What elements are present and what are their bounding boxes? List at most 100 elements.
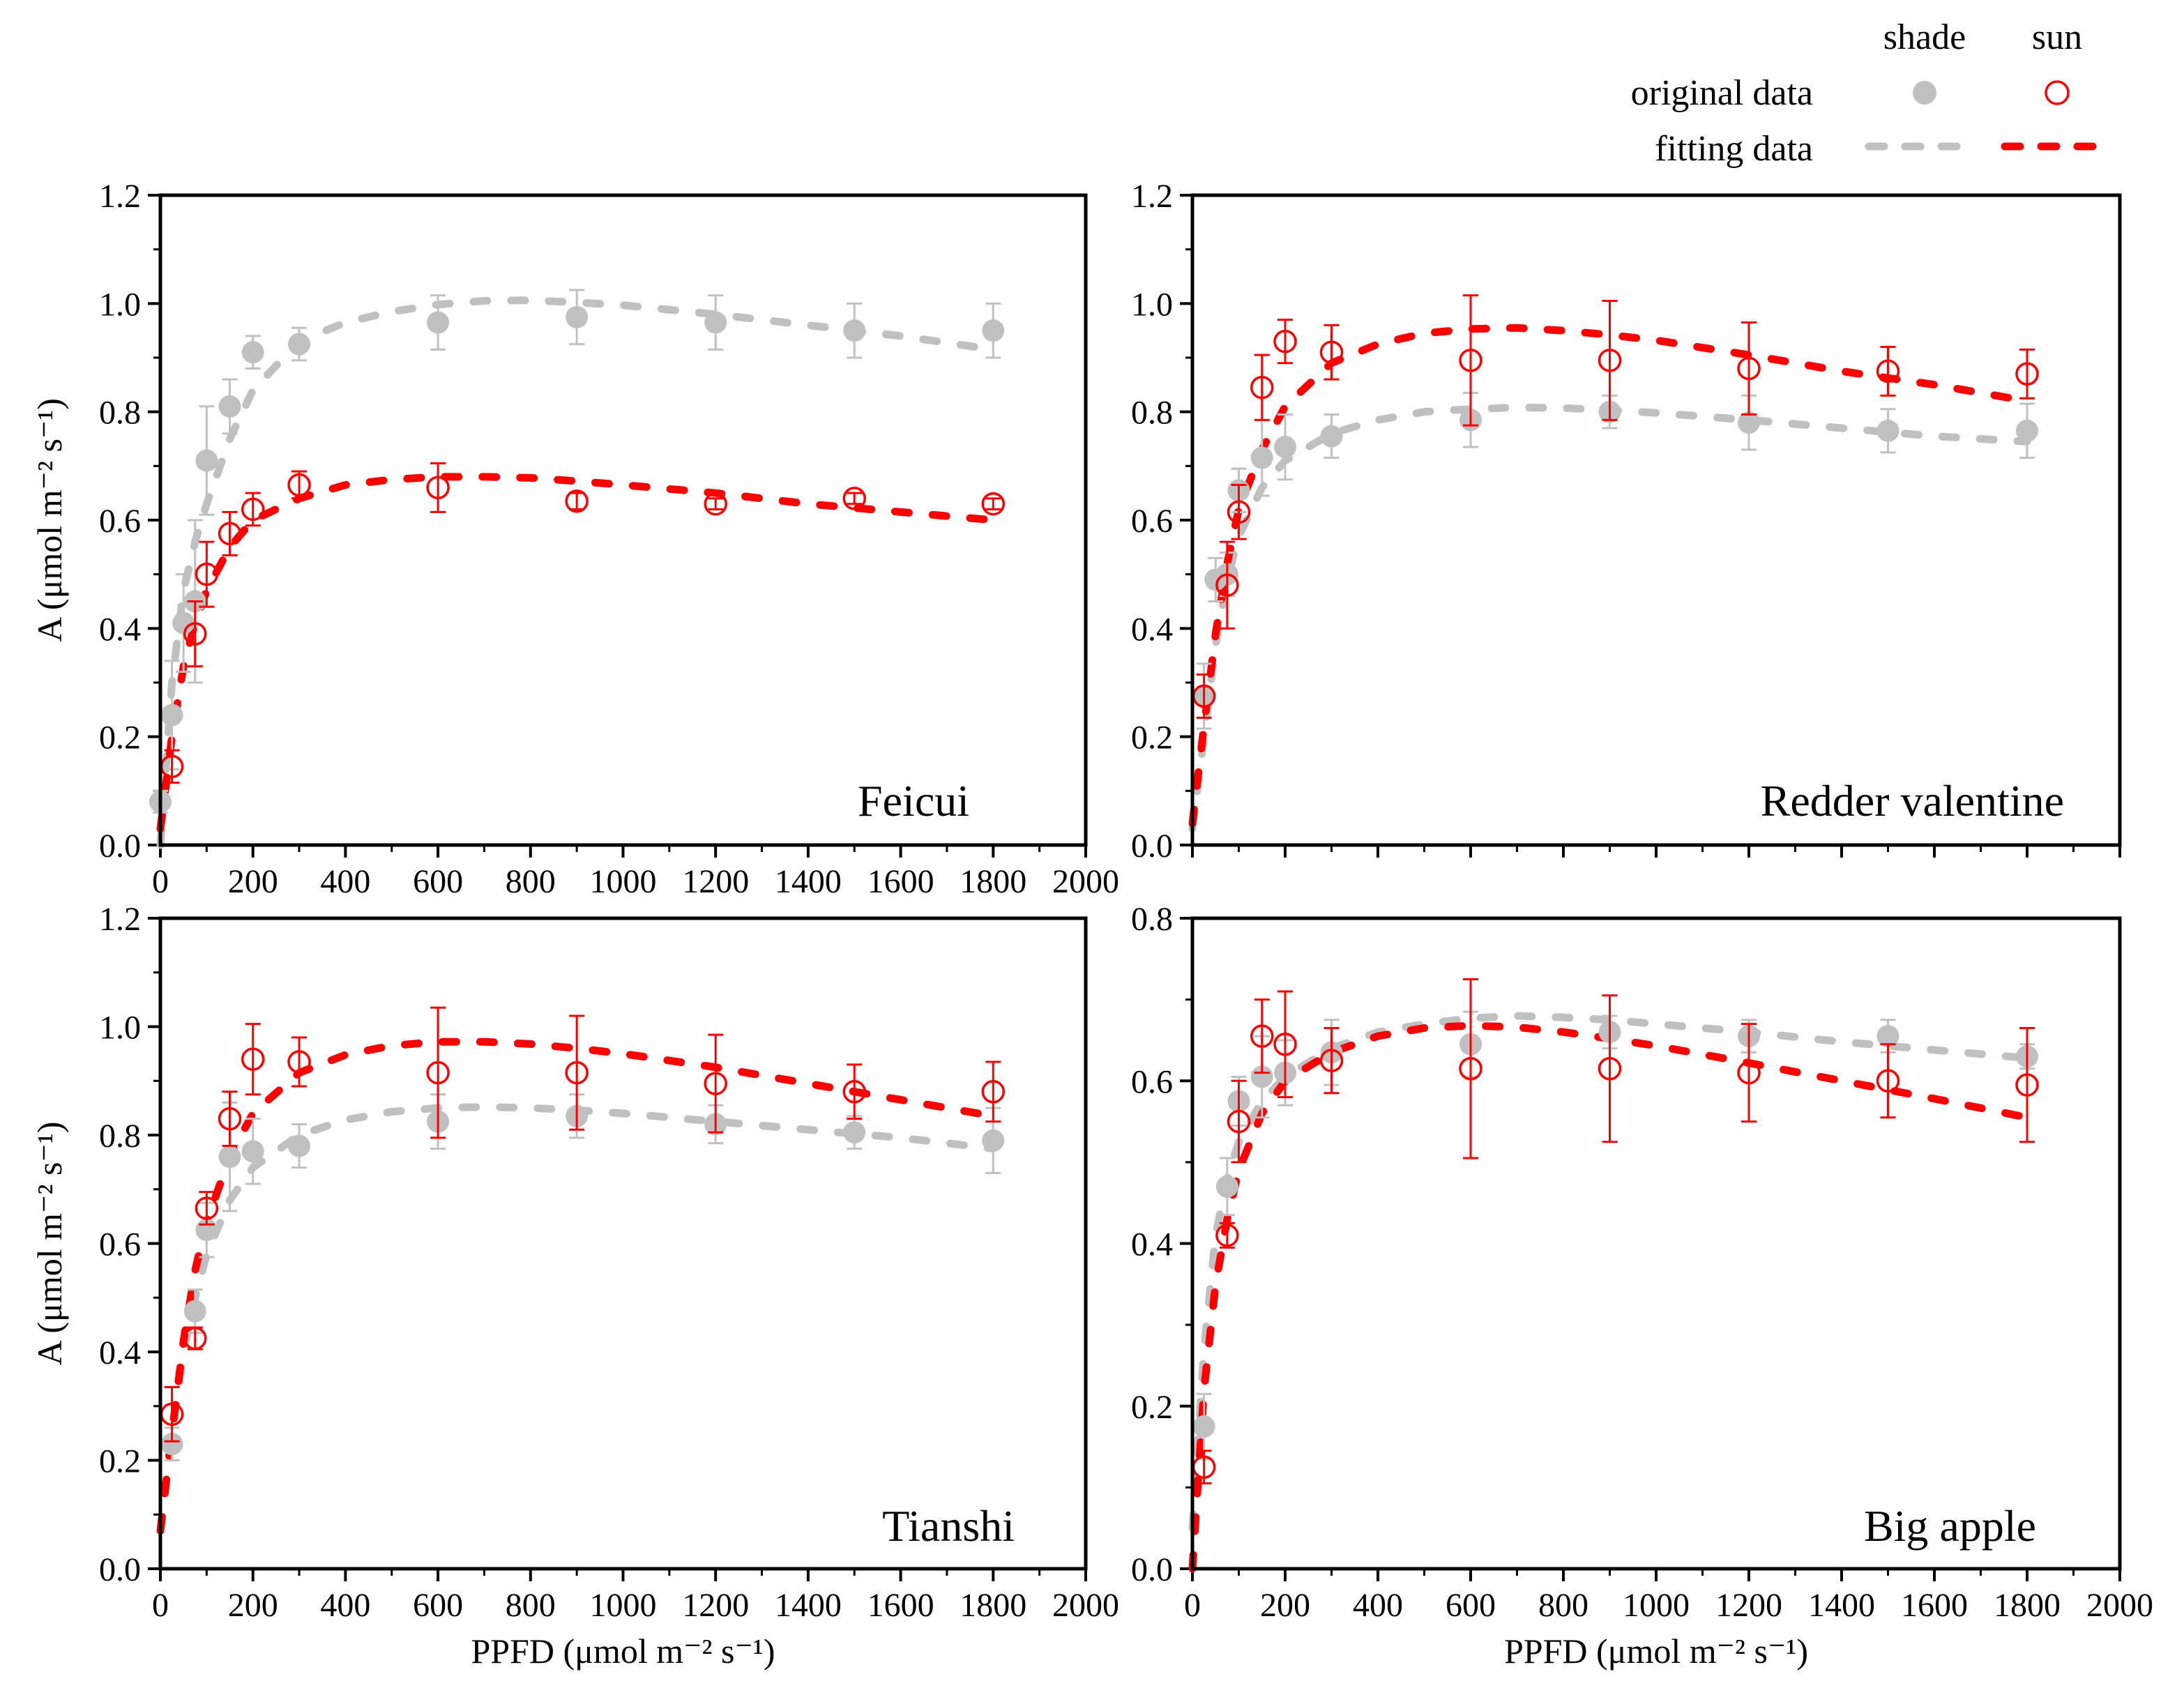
shade-data-point xyxy=(1250,446,1273,469)
x-tick-label: 2000 xyxy=(1052,863,1119,900)
y-tick-label: 0.0 xyxy=(1131,828,1173,865)
shade-data-point xyxy=(241,341,264,364)
x-tick-label: 400 xyxy=(320,1587,370,1624)
y-tick-label: 1.0 xyxy=(99,286,141,323)
sun-data-point xyxy=(704,492,727,516)
sun-data-point xyxy=(1273,1033,1297,1056)
sun-data-point xyxy=(183,1326,207,1351)
x-tick-label: 400 xyxy=(1353,1587,1403,1624)
sun-data-point xyxy=(1459,349,1482,372)
x-tick-label: 1600 xyxy=(1901,1587,1968,1624)
x-tick-label: 200 xyxy=(228,1587,278,1624)
x-tick-label: 1800 xyxy=(960,1587,1026,1624)
y-tick-label: 0.8 xyxy=(99,395,141,432)
shade-data-point xyxy=(843,319,866,342)
shade-data-point xyxy=(241,1140,264,1163)
sun-data-point xyxy=(1227,500,1251,524)
plot-frame xyxy=(158,916,1088,1571)
x-axis-title: PPFD (μmol m⁻² s⁻¹) xyxy=(471,1631,775,1671)
shade-data-point xyxy=(566,305,589,328)
shade-data-point xyxy=(1738,411,1760,434)
shade-data-point xyxy=(218,395,241,418)
shade-data-point xyxy=(1250,1065,1273,1088)
panel-label: Tianshi xyxy=(882,1501,1015,1551)
sun-data-point xyxy=(218,522,242,546)
y-tick-label: 0.0 xyxy=(99,1551,141,1588)
shade-data-point xyxy=(982,319,1005,342)
sun-data-point xyxy=(287,473,311,497)
x-tick-label: 1200 xyxy=(1715,1587,1782,1624)
y-tick-label: 0.4 xyxy=(99,1334,141,1371)
sun-data-point xyxy=(1319,1049,1344,1072)
chart-panel-redder-valentine: 0.0 0.2 0.4 0.6 0.8 1.0 1.2 Redder valentine xyxy=(1131,178,2122,865)
y-tick-label: 1.2 xyxy=(99,178,141,215)
legend-original-label: original data xyxy=(1631,73,1813,113)
shade-data-point xyxy=(172,611,195,634)
chart-panel-feicui: 0 200 400 600 800 1000 1200 1400 1600 1800 2000 0.0… xyxy=(30,178,1119,900)
shade-data-point xyxy=(1274,436,1296,459)
shade-data-point xyxy=(843,1121,866,1144)
y-tick-label: 1.0 xyxy=(1131,286,1173,323)
panel-label: Big apple xyxy=(1864,1501,2036,1551)
x-tick-label: 1000 xyxy=(1623,1587,1690,1624)
x-tick-label: 1400 xyxy=(775,1587,842,1624)
shade-data-point xyxy=(218,1146,241,1169)
legend-shade-marker xyxy=(1913,81,1936,105)
sun-data-point xyxy=(1273,329,1297,353)
y-tick-label: 0.4 xyxy=(99,611,141,648)
sun-data-point xyxy=(1227,1109,1251,1134)
sun-data-point xyxy=(195,562,219,586)
sun-data-point xyxy=(241,1047,265,1071)
sun-data-point xyxy=(183,622,207,646)
shade-data-point xyxy=(1192,1415,1215,1438)
x-tick-label: 2000 xyxy=(1052,1587,1119,1624)
sun-data-point xyxy=(1250,1024,1274,1048)
plot-frame xyxy=(1190,193,2122,847)
shade-data-point xyxy=(1876,419,1899,442)
sun-data-point xyxy=(1215,573,1239,597)
x-tick-label: 600 xyxy=(1446,1587,1496,1624)
sun-data-point xyxy=(842,1080,866,1104)
y-tick-label: 0.2 xyxy=(99,1443,141,1480)
sun-data-point xyxy=(1598,349,1622,372)
legend: shade sun original data fitting data xyxy=(1631,17,2117,169)
sun-data-point xyxy=(241,497,265,522)
chart-panel-big-apple: 0 200 400 600 800 1000 1200 1400 1600 1800 2000 0.0… xyxy=(1131,901,2153,1671)
x-tick-label: 600 xyxy=(413,1587,463,1624)
y-tick-label: 0.6 xyxy=(1131,503,1173,540)
y-tick-label: 0.0 xyxy=(1131,1551,1173,1588)
shade-data-point xyxy=(288,1134,311,1157)
legend-sun-header: sun xyxy=(2032,17,2082,57)
x-tick-label: 800 xyxy=(506,1587,556,1624)
shade-fit-line xyxy=(156,1103,997,1535)
x-tick-label: 1200 xyxy=(682,1587,749,1624)
shade-data-point xyxy=(195,449,218,472)
x-tick-label: 1800 xyxy=(1994,1587,2061,1624)
shade-data-point xyxy=(704,311,727,334)
shade-data-point xyxy=(2016,419,2038,442)
shade-data-point xyxy=(160,1433,183,1456)
chart-panel-tianshi: 0 200 400 600 800 1000 1200 1400 1600 1800 2000 0.0… xyxy=(30,901,1119,1671)
x-tick-label: 200 xyxy=(1260,1587,1310,1624)
sun-data-point xyxy=(287,1050,311,1074)
x-axis-title: PPFD (μmol m⁻² s⁻¹) xyxy=(1504,1631,1808,1671)
sun-data-point xyxy=(1737,1060,1761,1085)
sun-data-point xyxy=(1876,1069,1900,1093)
x-tick-label: 200 xyxy=(228,863,278,900)
sun-data-point xyxy=(1459,1057,1482,1081)
sun-data-point xyxy=(1250,375,1274,400)
shade-fit-line xyxy=(156,296,997,849)
y-tick-label: 0.8 xyxy=(99,1118,141,1155)
x-tick-label: 1600 xyxy=(867,863,934,900)
shade-data-point xyxy=(982,1129,1005,1152)
y-tick-label: 0.2 xyxy=(1131,720,1173,756)
legend-sun-marker xyxy=(2045,80,2070,105)
sun-data-point xyxy=(218,1106,242,1131)
sun-data-point xyxy=(195,1196,219,1220)
sun-data-point xyxy=(426,1060,450,1085)
y-tick-label: 0.4 xyxy=(1131,611,1173,648)
x-tick-label: 400 xyxy=(320,863,370,900)
y-tick-label: 0.2 xyxy=(99,720,141,756)
panel-label: Redder valentine xyxy=(1761,776,2064,826)
